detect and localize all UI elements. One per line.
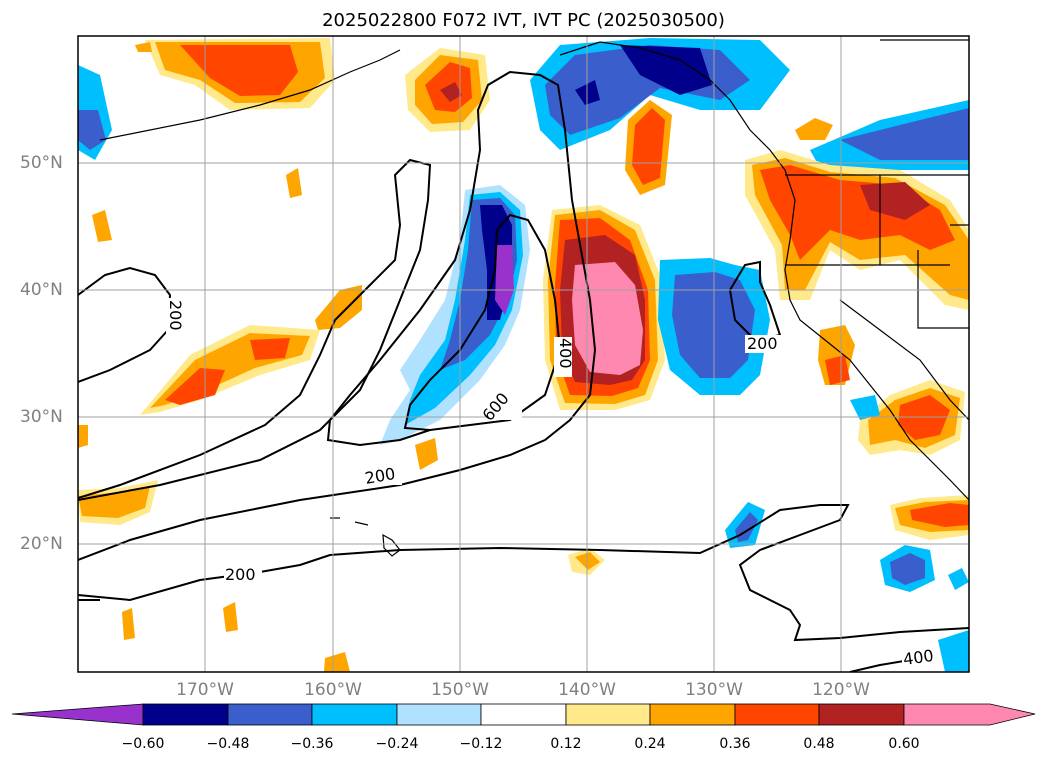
colorbar-tick-label: 0.48 [803,736,835,752]
contour-label: 400 [556,338,575,369]
colorbar-bin [311,703,398,726]
coastlines [99,39,969,557]
colorbar-tick-label: 0.60 [888,736,920,752]
colorbar-tick-label: −0.48 [206,736,250,752]
colorbar-tick-label: −0.36 [290,736,334,752]
contour-label: 200 [747,334,778,353]
colorbar-bin [396,703,482,726]
colorbar-tick-label: −0.24 [375,736,419,752]
map-title: 2025022800 F072 IVT, IVT PC (2025030500) [322,10,725,31]
lat-tick-label: 20°N [20,534,63,554]
contour-labels: 200 200 200 200 400 600 400 [166,298,940,669]
lat-tick-label: 50°N [20,153,63,173]
ivt-pc-shading [78,38,969,672]
gridlines [78,36,969,672]
lat-tick-label: 30°N [20,407,63,427]
lon-tick-label: 150°W [431,680,489,700]
colorbar-bin [649,703,736,726]
colorbar-bin [734,703,820,726]
colorbar-extend-high [903,703,1036,726]
colorbar-bin [480,703,567,726]
lon-tick-label: 120°W [812,680,870,700]
lon-tick-label: 130°W [685,680,743,700]
colorbar-tick-label: 0.24 [634,736,666,752]
colorbar-tick-label: −0.12 [459,736,503,752]
contour-label: 200 [225,565,256,584]
colorbar-tick-label: 0.36 [719,736,751,752]
colorbar-tick-label: −0.60 [121,736,165,752]
colorbar [11,703,1036,726]
colorbar-tick-label: 0.12 [550,736,582,752]
colorbar-bin [565,703,651,726]
colorbar-extend-low [11,703,144,726]
contour-label: 400 [902,646,935,669]
colorbar-bin [227,703,313,726]
colorbar-bin [818,703,905,726]
colorbar-bin [142,703,229,726]
contour-label: 200 [166,300,185,331]
lat-tick-label: 40°N [20,280,63,300]
lon-tick-label: 140°W [558,680,616,700]
lon-tick-label: 170°W [176,680,234,700]
ivt-contours [78,70,969,672]
lon-tick-label: 160°W [304,680,362,700]
map-frame [77,35,970,673]
